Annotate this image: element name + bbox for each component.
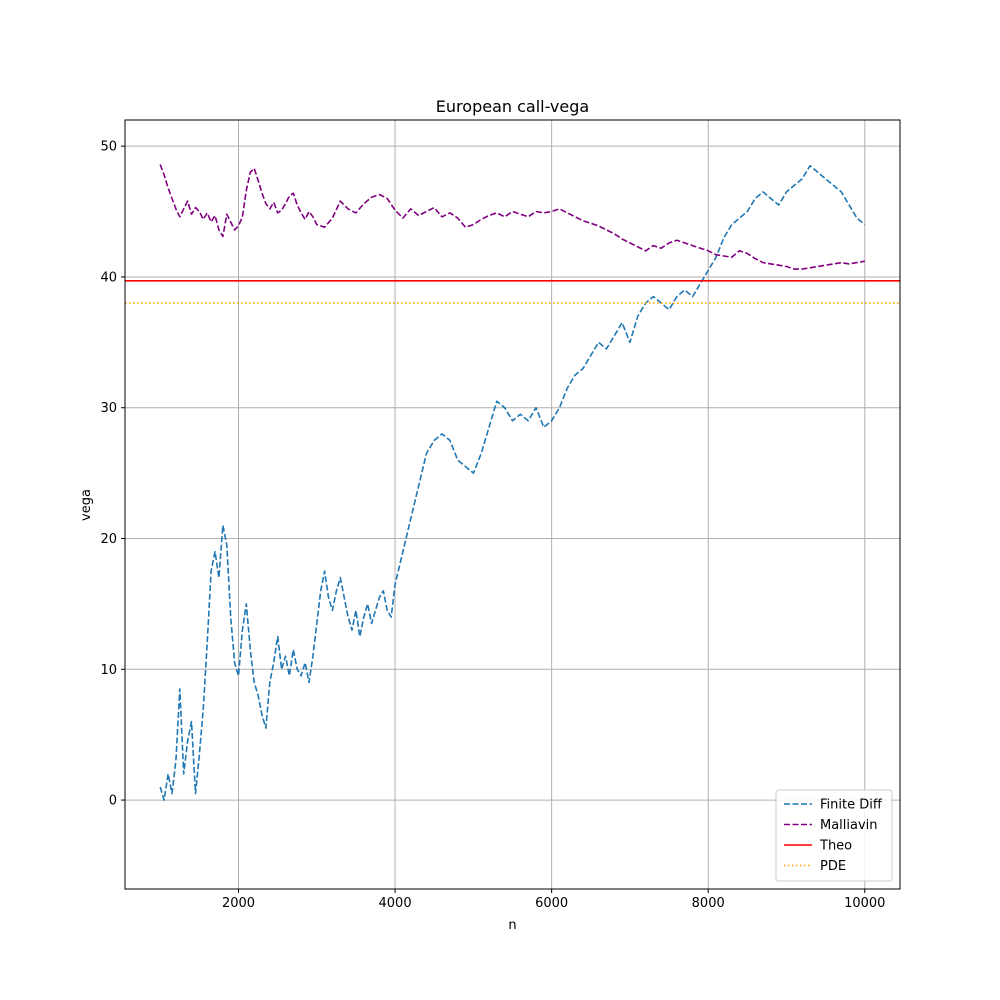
y-tick-label: 10: [100, 663, 117, 678]
grid: [125, 120, 900, 889]
y-axis-label: vega: [79, 489, 94, 521]
series-layer: [125, 164, 900, 801]
series-malliavin-line: [159, 164, 865, 270]
x-tick-label: 6000: [535, 896, 568, 911]
legend-label-theo: Theo: [819, 839, 852, 854]
plot-frame: [124, 119, 901, 890]
legend-label-finite-diff: Finite Diff: [820, 798, 883, 813]
y-tick-label: 0: [109, 794, 117, 809]
legend-label-pde: PDE: [820, 859, 846, 874]
legend: Finite Diff Malliavin Theo PDE: [775, 789, 893, 882]
series-finite-diff-line: [159, 165, 866, 801]
y-tick-label: 50: [100, 140, 117, 155]
y-tick-label: 30: [100, 401, 117, 416]
x-axis-label: n: [508, 918, 516, 933]
x-tick-label: 4000: [379, 896, 412, 911]
x-tick-label: 8000: [692, 896, 725, 911]
chart-title: European call-vega: [436, 97, 589, 116]
y-tick-label: 40: [100, 270, 117, 285]
legend-label-malliavin: Malliavin: [820, 818, 878, 833]
x-tick-label: 2000: [222, 896, 255, 911]
legend-box: [775, 789, 893, 882]
tick-layer: 2000 4000 6000 8000 10000 0 10 20 30 40 50: [100, 140, 885, 911]
y-tick-label: 20: [100, 532, 117, 547]
x-tick-label: 10000: [844, 896, 885, 911]
